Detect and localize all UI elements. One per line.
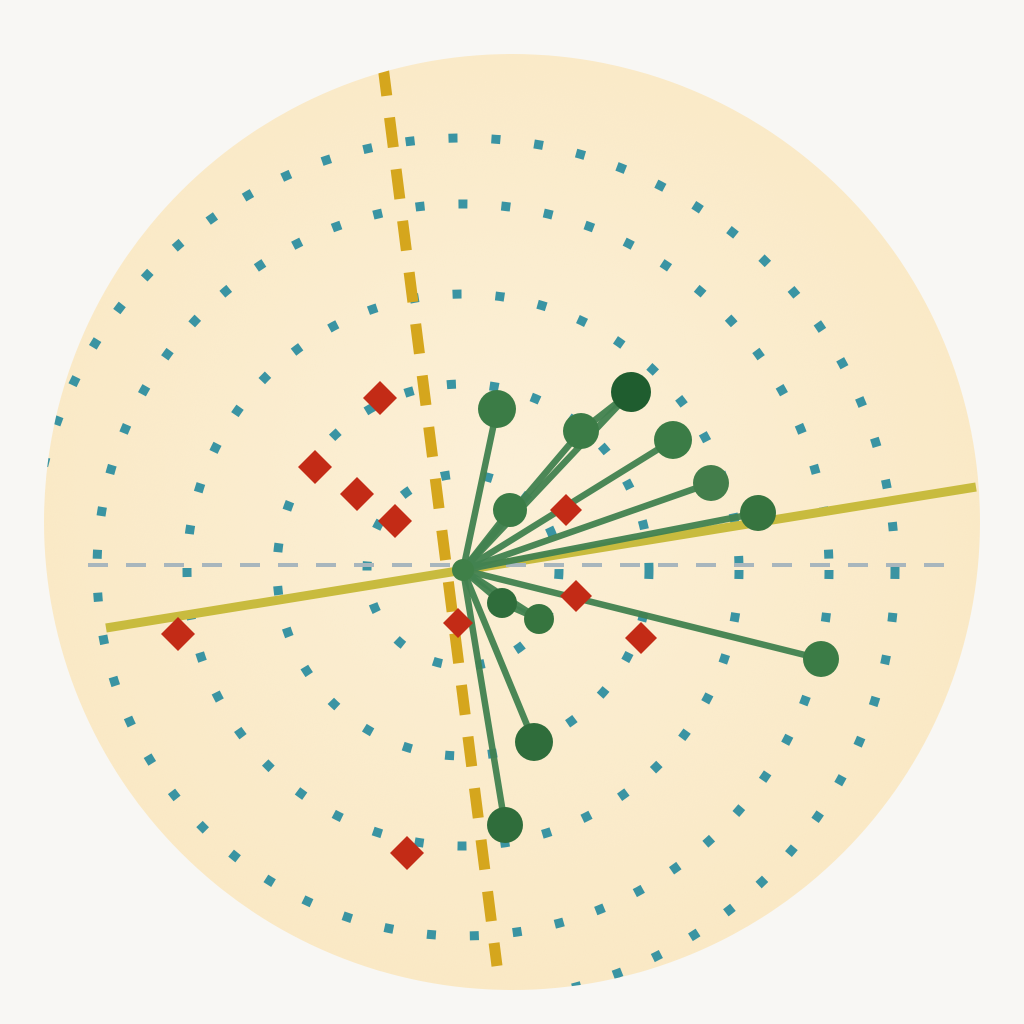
diamond-marker-d4 xyxy=(378,504,412,538)
node-n11 xyxy=(515,723,553,761)
node-n9 xyxy=(524,604,554,634)
diamond-marker-d8 xyxy=(443,608,473,638)
node-n7 xyxy=(493,493,527,527)
diamond-marker-d10 xyxy=(390,836,424,870)
grid-ring-2 xyxy=(272,379,654,761)
origin-hub xyxy=(452,559,474,581)
diamond-marker-d1 xyxy=(363,381,397,415)
spoke-n3 xyxy=(459,388,635,574)
spoke-n11 xyxy=(459,566,538,746)
diamond-marker-d5 xyxy=(550,494,582,526)
diamond-markers xyxy=(161,381,657,870)
node-n2 xyxy=(563,413,599,449)
grid-ring-4 xyxy=(92,199,834,941)
grid-ring-1 xyxy=(362,469,564,671)
grid-ring-3 xyxy=(182,289,744,851)
node-n12 xyxy=(487,807,523,843)
grid-ring-5 xyxy=(44,133,900,990)
spoke-n10 xyxy=(459,566,825,663)
node-n4 xyxy=(654,421,692,459)
node-n10 xyxy=(803,641,839,677)
diamond-marker-d6 xyxy=(560,580,592,612)
axis-gold-dashed xyxy=(377,65,503,967)
spoke-n6 xyxy=(459,509,762,574)
node-n6 xyxy=(740,495,776,531)
spoke-n1 xyxy=(459,405,501,574)
spoke-n5 xyxy=(459,479,715,574)
diamond-marker-d7 xyxy=(625,622,657,654)
spoke-n12 xyxy=(459,566,509,829)
circle-nodes xyxy=(478,372,839,843)
diamond-marker-d3 xyxy=(340,477,374,511)
node-n5 xyxy=(693,465,729,501)
diamond-marker-d9 xyxy=(161,617,195,651)
node-n3 xyxy=(611,372,651,412)
node-n8 xyxy=(487,588,517,618)
grid-rings xyxy=(44,133,900,990)
hub-marker xyxy=(452,559,474,581)
node-n1 xyxy=(478,390,516,428)
diamond-marker-d2 xyxy=(298,450,332,484)
